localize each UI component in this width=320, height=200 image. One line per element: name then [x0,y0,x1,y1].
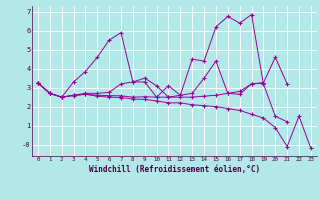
X-axis label: Windchill (Refroidissement éolien,°C): Windchill (Refroidissement éolien,°C) [89,165,260,174]
